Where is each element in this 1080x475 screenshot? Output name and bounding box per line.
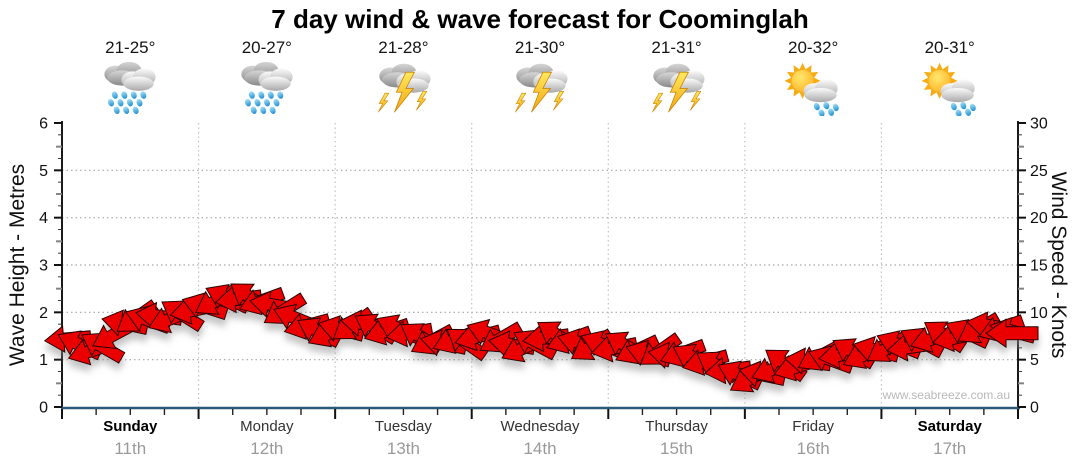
day-forecast-saturday: 20-31°	[900, 38, 1000, 116]
day-forecast-monday: 20-27°	[217, 38, 317, 116]
day-forecast-tuesday: 21-28°	[353, 38, 453, 116]
right-tick-label: 30	[1030, 116, 1048, 133]
right-tick-label: 0	[1030, 400, 1039, 417]
temperature-range: 21-30°	[514, 38, 566, 57]
day-date-label: 12th	[250, 439, 284, 458]
watermark: www.seabreeze.com.au	[882, 388, 1010, 402]
day-name-label: Friday	[792, 418, 834, 435]
day-date-label: 15th	[660, 439, 694, 458]
temperature-range: 21-28°	[378, 38, 429, 57]
page-title: 7 day wind & wave forecast for Coomingla…	[271, 4, 809, 34]
day-date-label: 13th	[386, 439, 420, 458]
left-tick-label: 2	[39, 305, 48, 322]
right-tick-label: 5	[1030, 352, 1039, 369]
day-forecast-friday: 20-32°	[763, 38, 863, 116]
left-tick-label: 0	[39, 400, 48, 417]
left-tick-label: 5	[39, 163, 48, 180]
temperature-range: 20-31°	[924, 38, 975, 57]
right-tick-label: 25	[1030, 163, 1048, 180]
left-tick-label: 1	[39, 352, 48, 369]
wind-arrow-band	[43, 283, 1039, 393]
day-name-label: Thursday	[645, 418, 708, 435]
day-name-label: Sunday	[103, 418, 158, 435]
right-tick-label: 15	[1030, 258, 1048, 275]
temperature-range: 20-27°	[241, 38, 292, 57]
right-tick-label: 10	[1030, 305, 1048, 322]
temperature-range: 20-32°	[788, 38, 839, 57]
wind-arrow-overflow	[985, 318, 1039, 349]
temperature-range: 21-25°	[105, 38, 156, 57]
day-forecast-wednesday: 21-30°	[490, 38, 590, 116]
left-tick-label: 6	[39, 116, 48, 133]
left-axis-label: Wave Height - Metres	[6, 163, 29, 367]
left-tick-label: 3	[39, 258, 48, 275]
day-date-label: 14th	[523, 439, 557, 458]
day-name-label: Saturday	[917, 418, 982, 435]
temperature-range: 21-31°	[651, 38, 702, 57]
right-axis-label: Wind Speed - Knots	[1047, 171, 1070, 359]
right-tick-label: 20	[1030, 210, 1048, 227]
day-name-label: Wednesday	[500, 418, 580, 435]
day-forecast-sunday: 21-25°	[80, 38, 180, 116]
day-forecast-thursday: 21-31°	[627, 38, 727, 116]
day-name-label: Monday	[240, 418, 294, 435]
day-date-label: 11th	[114, 439, 147, 458]
left-tick-label: 4	[39, 210, 48, 227]
day-date-label: 16th	[796, 439, 830, 458]
day-name-label: Tuesday	[374, 418, 432, 435]
day-date-label: 17th	[933, 439, 967, 458]
